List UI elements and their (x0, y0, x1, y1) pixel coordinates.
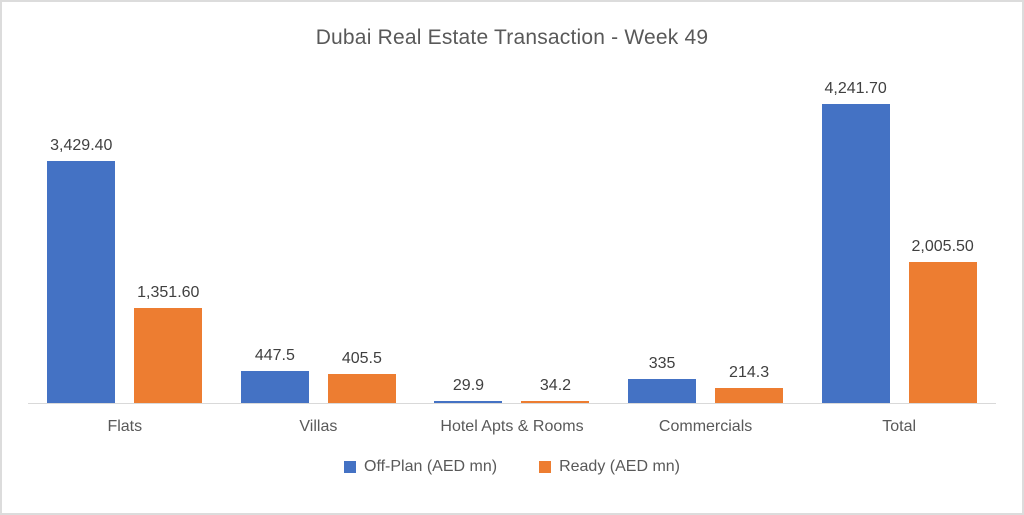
data-label-off-plan-aed-mn-total: 4,241.70 (824, 80, 887, 97)
data-label-ready-aed-mn-villas: 405.5 (341, 350, 382, 367)
bar-column-off-plan-aed-mn-villas: 447.5 (240, 347, 309, 403)
bar-column-off-plan-aed-mn-total: 4,241.70 (821, 80, 890, 403)
bar-column-off-plan-aed-mn-commercials: 335 (628, 355, 697, 403)
bar-column-off-plan-aed-mn-hotel-apts-rooms: 29.9 (434, 377, 503, 403)
x-axis-label-villas: Villas (299, 418, 338, 435)
data-label-off-plan-aed-mn-commercials: 335 (648, 355, 676, 372)
legend-swatch-off-plan-icon (344, 461, 356, 473)
data-label-ready-aed-mn-hotel-apts-rooms: 34.2 (539, 377, 572, 394)
legend: Off-Plan (AED mn) Ready (AED mn) (2, 458, 1022, 476)
bar-ready-aed-mn-hotel-apts-rooms (521, 401, 590, 403)
bar-off-plan-aed-mn-commercials (628, 379, 697, 403)
bar-ready-aed-mn-total (908, 262, 977, 403)
bar-group-flats: 3,429.40 1,351.60 (28, 137, 222, 403)
bar-off-plan-aed-mn-flats (47, 161, 116, 403)
bar-column-ready-aed-mn-hotel-apts-rooms: 34.2 (521, 377, 590, 403)
bar-off-plan-aed-mn-villas (240, 371, 309, 403)
bar-group-commercials: 335 214.3 (609, 355, 803, 403)
data-label-ready-aed-mn-total: 2,005.50 (911, 238, 974, 255)
legend-label-ready: Ready (AED mn) (559, 458, 680, 475)
bar-column-off-plan-aed-mn-flats: 3,429.40 (47, 137, 116, 403)
x-axis-label-total: Total (882, 418, 917, 435)
legend-swatch-ready-icon (539, 461, 552, 473)
bar-column-ready-aed-mn-total: 2,005.50 (908, 238, 977, 403)
data-label-off-plan-aed-mn-flats: 3,429.40 (50, 137, 113, 154)
chart-title: Dubai Real Estate Transaction - Week 49 (315, 26, 709, 49)
bar-column-ready-aed-mn-commercials: 214.3 (715, 364, 784, 403)
data-label-ready-aed-mn-flats: 1,351.60 (137, 284, 200, 301)
x-axis-labels: Flats Villas Hotel Apts & Rooms Commercials… (28, 404, 996, 436)
plot-area: 3,429.40 1,351.60 447.5 405.5 29.9 34.2 335 214… (28, 58, 996, 404)
bar-ready-aed-mn-flats (134, 308, 203, 403)
x-axis-label-commercials: Commercials (658, 418, 753, 435)
x-axis-label-flats: Flats (107, 418, 143, 435)
legend-item-off-plan: Off-Plan (AED mn) (344, 458, 497, 476)
bar-ready-aed-mn-commercials (715, 388, 784, 403)
legend-item-ready: Ready (AED mn) (539, 458, 680, 476)
bar-ready-aed-mn-villas (327, 374, 396, 403)
data-label-ready-aed-mn-commercials: 214.3 (729, 364, 770, 381)
data-label-off-plan-aed-mn-villas: 447.5 (254, 347, 295, 364)
x-axis-label-hotel-apts-rooms: Hotel Apts & Rooms (440, 418, 584, 435)
data-label-off-plan-aed-mn-hotel-apts-rooms: 29.9 (452, 377, 485, 394)
bar-group-hotel-apts-rooms: 29.9 34.2 (415, 377, 609, 403)
bar-group-total: 4,241.70 2,005.50 (802, 80, 996, 403)
bar-off-plan-aed-mn-total (821, 104, 890, 403)
bar-group-villas: 447.5 405.5 (222, 347, 416, 403)
bar-column-ready-aed-mn-flats: 1,351.60 (134, 284, 203, 403)
bar-off-plan-aed-mn-hotel-apts-rooms (434, 401, 503, 403)
legend-label-off-plan: Off-Plan (AED mn) (364, 458, 498, 475)
bar-column-ready-aed-mn-villas: 405.5 (327, 350, 396, 403)
